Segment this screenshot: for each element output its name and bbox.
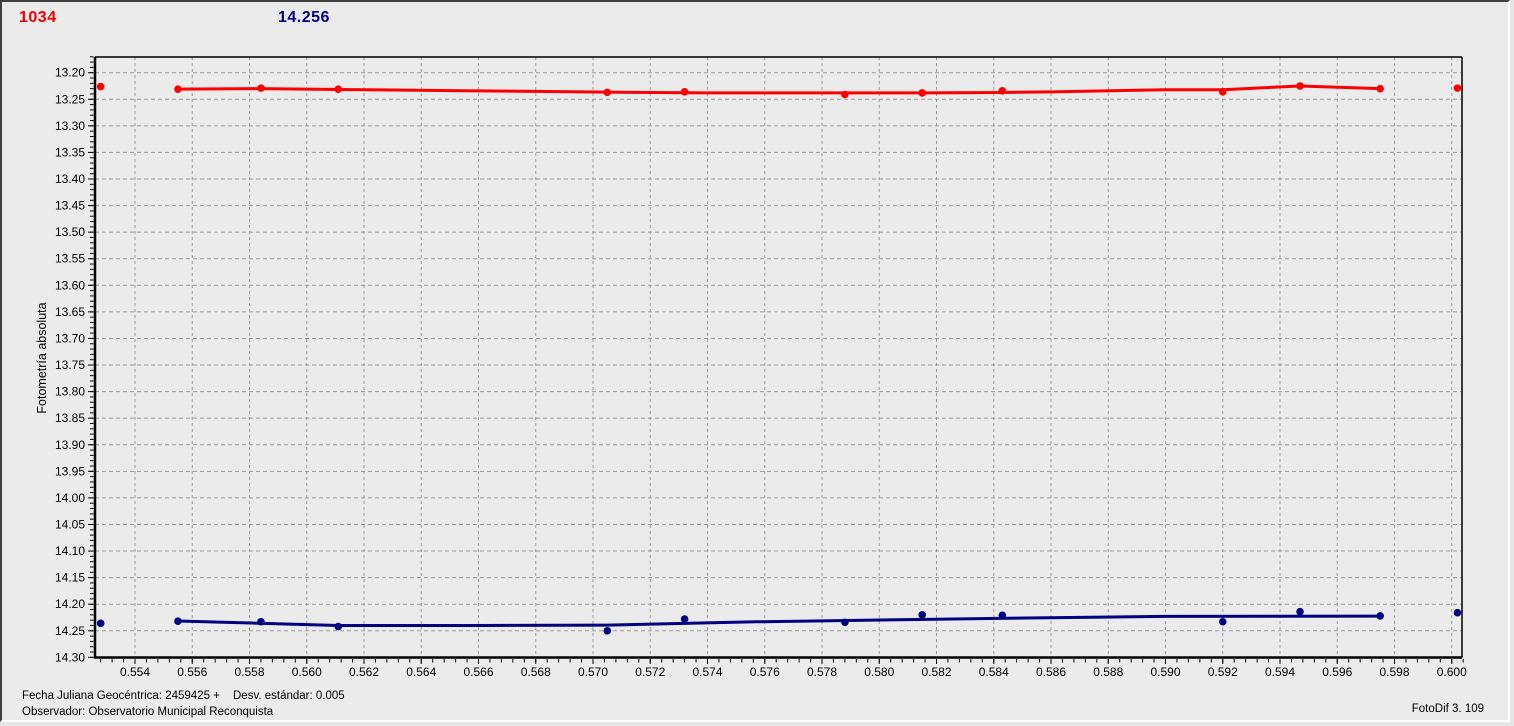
blue-series-data-point	[1453, 608, 1462, 617]
svg-text:0.574: 0.574	[692, 665, 722, 679]
blue-series-data-point	[1296, 607, 1304, 616]
svg-text:0.580: 0.580	[864, 665, 894, 679]
blue-series-data-point	[918, 611, 926, 619]
y-tick-labels: 13.20 13.25 13.30 13.35 13.40 13.45 13.50 13.55…	[55, 66, 85, 665]
svg-text:0.576: 0.576	[750, 665, 780, 679]
svg-text:13.90: 13.90	[55, 438, 85, 452]
y-axis-title: Fotometría absoluta	[35, 302, 49, 413]
svg-text:14.15: 14.15	[55, 571, 85, 585]
red-series-data-point	[680, 88, 689, 96]
blue-series-trend-line	[177, 614, 1381, 627]
red-series-trend-line	[177, 84, 1381, 95]
svg-text:13.55: 13.55	[55, 252, 85, 266]
svg-text:14.20: 14.20	[55, 597, 85, 611]
magnitude-label: 14.256	[278, 9, 330, 26]
svg-text:0.572: 0.572	[635, 665, 665, 679]
svg-text:13.70: 13.70	[55, 331, 85, 345]
red-series-data-point	[1296, 82, 1304, 90]
svg-text:13.85: 13.85	[55, 411, 85, 425]
blue-series-data-point	[998, 611, 1007, 620]
svg-text:13.40: 13.40	[55, 172, 85, 186]
svg-text:0.598: 0.598	[1379, 665, 1409, 679]
red-series-data-point	[841, 90, 849, 99]
blue-series-data-point	[334, 622, 343, 631]
svg-text:0.594: 0.594	[1265, 665, 1295, 679]
blue-series	[96, 607, 1462, 635]
svg-text:13.50: 13.50	[55, 225, 85, 239]
svg-text:0.600: 0.600	[1437, 665, 1467, 679]
svg-text:0.582: 0.582	[921, 665, 951, 679]
svg-text:13.25: 13.25	[55, 92, 85, 106]
julian-date-label: Fecha Juliana Geocéntrica: 2459425 +	[22, 690, 220, 702]
svg-text:0.556: 0.556	[177, 665, 207, 679]
svg-text:0.560: 0.560	[292, 665, 322, 679]
blue-series-data-point	[174, 617, 182, 626]
gridlines	[95, 57, 1462, 658]
blue-series-data-point	[1218, 617, 1227, 626]
blue-series-data-point	[841, 618, 849, 627]
svg-text:0.578: 0.578	[807, 665, 837, 679]
svg-text:14.10: 14.10	[55, 544, 85, 558]
svg-text:0.566: 0.566	[463, 665, 493, 679]
svg-text:13.95: 13.95	[55, 464, 85, 478]
svg-text:0.562: 0.562	[349, 665, 379, 679]
svg-text:13.45: 13.45	[55, 199, 85, 213]
svg-text:0.588: 0.588	[1093, 665, 1123, 679]
svg-text:0.590: 0.590	[1150, 665, 1180, 679]
blue-series-data-point	[96, 619, 105, 628]
svg-text:0.596: 0.596	[1322, 665, 1352, 679]
svg-text:0.570: 0.570	[578, 665, 608, 679]
blue-series-data-point	[1376, 612, 1384, 620]
app-version-label: FotoDif 3. 109	[1411, 703, 1484, 715]
red-series-data-point	[998, 86, 1007, 95]
plot-frame	[93, 56, 1463, 659]
observer-label: Observador: Observatorio Municipal Recon…	[22, 706, 274, 718]
red-series-data-point	[918, 89, 926, 97]
svg-text:13.80: 13.80	[55, 385, 85, 399]
red-series-data-point	[603, 88, 612, 97]
red-series-data-point	[1376, 84, 1384, 93]
blue-series-data-point	[603, 626, 612, 635]
axis-ticks	[88, 56, 1464, 664]
svg-text:0.592: 0.592	[1208, 665, 1238, 679]
red-series-data-point	[257, 84, 265, 92]
svg-text:14.30: 14.30	[55, 650, 85, 664]
red-series-data-point	[96, 82, 105, 91]
svg-text:13.75: 13.75	[55, 358, 85, 372]
svg-text:14.05: 14.05	[55, 517, 85, 531]
red-series-data-point	[334, 85, 343, 93]
svg-text:13.60: 13.60	[55, 278, 85, 292]
svg-text:13.30: 13.30	[55, 119, 85, 133]
svg-text:0.586: 0.586	[1036, 665, 1066, 679]
svg-text:14.25: 14.25	[55, 624, 85, 638]
red-series-data-point	[174, 85, 182, 93]
svg-text:0.558: 0.558	[234, 665, 264, 679]
blue-series-data-point	[257, 617, 265, 626]
blue-series-data-point	[680, 615, 689, 623]
svg-text:0.564: 0.564	[406, 665, 436, 679]
red-series	[96, 82, 1462, 99]
svg-text:14.00: 14.00	[55, 491, 85, 505]
svg-text:0.554: 0.554	[120, 665, 150, 679]
svg-text:13.65: 13.65	[55, 305, 85, 319]
std-dev-label: Desv. estándar: 0.005	[233, 690, 345, 702]
red-series-data-point	[1453, 84, 1462, 92]
svg-text:0.568: 0.568	[521, 665, 551, 679]
x-tick-labels: 0.554 0.556 0.558 0.560 0.562 0.564 0.566 0.568…	[120, 665, 1467, 679]
red-series-data-point	[1218, 88, 1227, 96]
object-id-label: 1034	[19, 9, 57, 26]
svg-text:13.20: 13.20	[55, 66, 85, 80]
svg-text:13.35: 13.35	[55, 145, 85, 159]
svg-text:0.584: 0.584	[979, 665, 1009, 679]
